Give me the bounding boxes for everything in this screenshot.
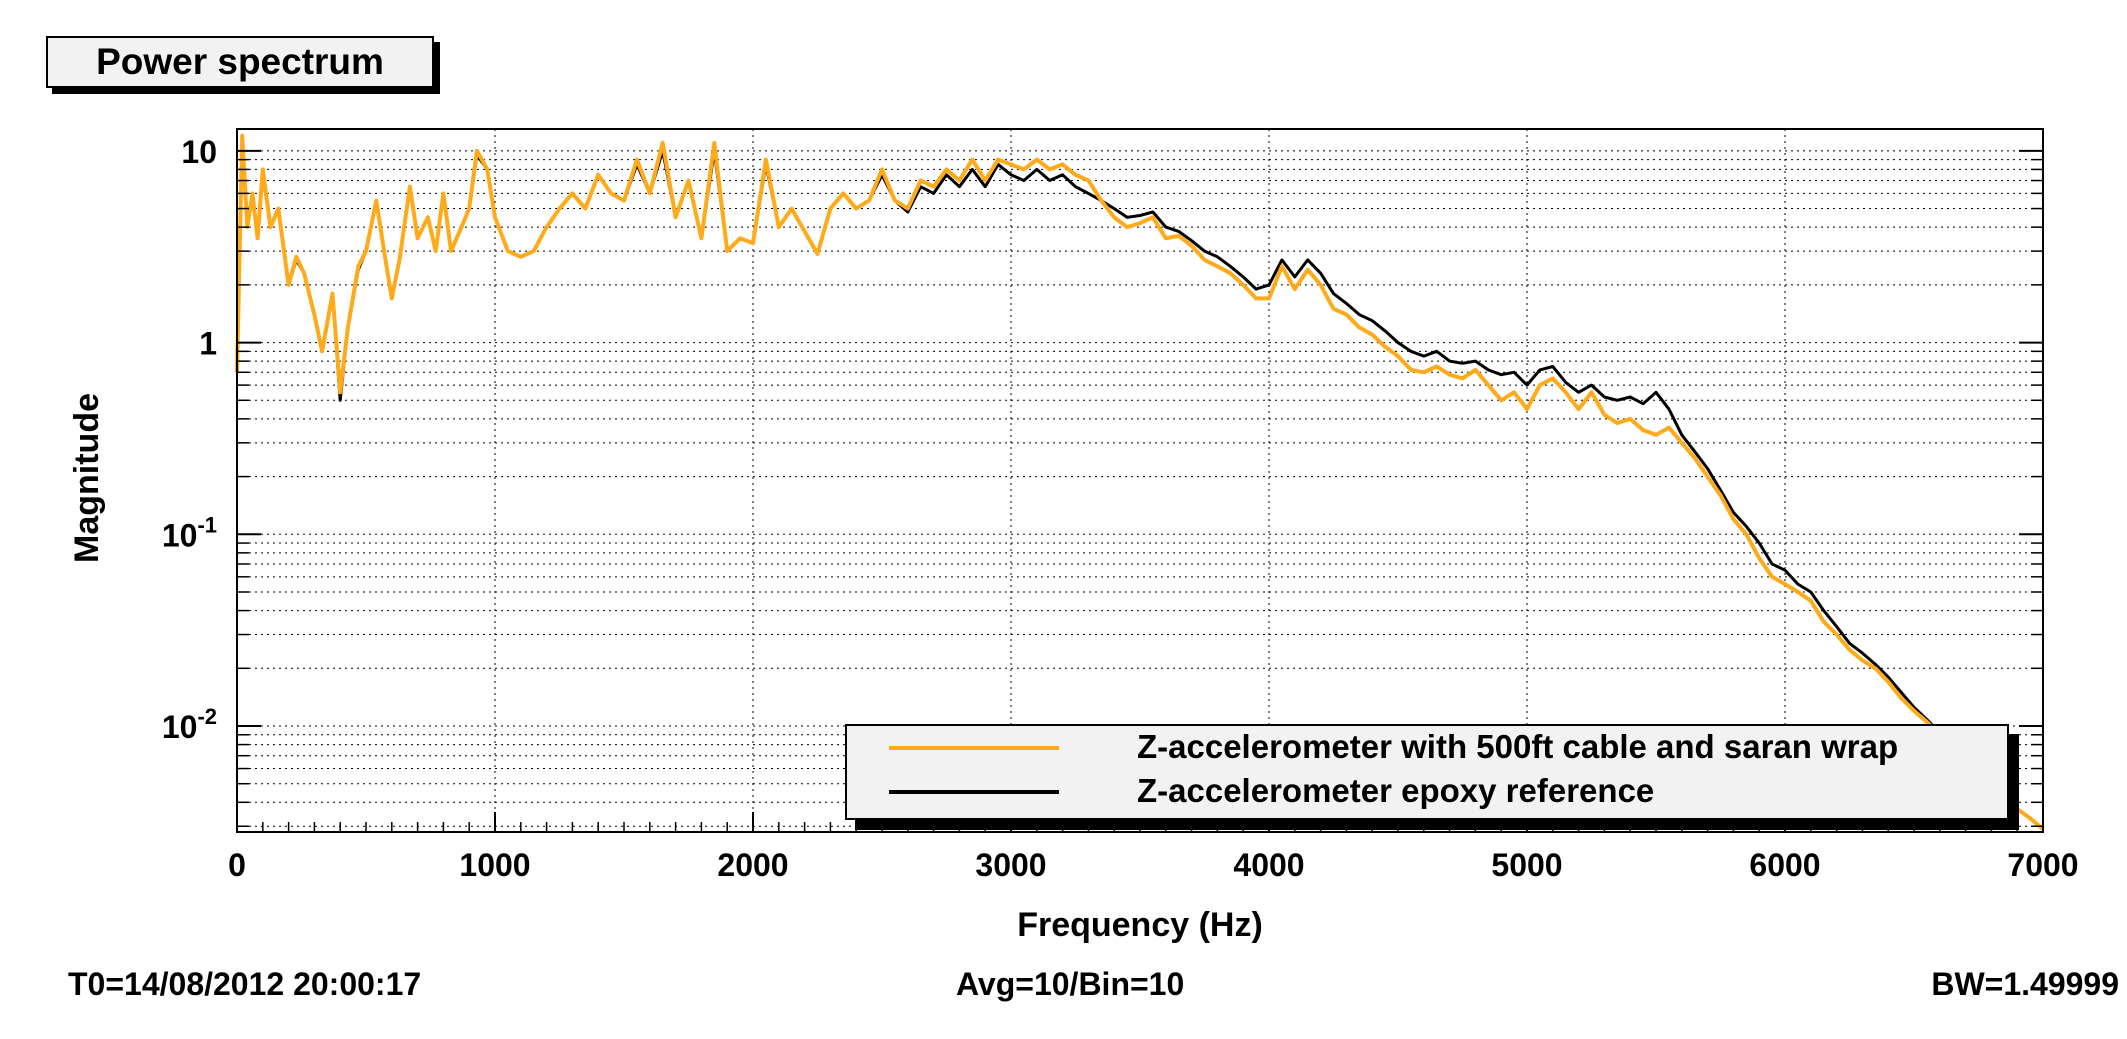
y-tick-label: 10-1: [162, 512, 217, 553]
x-tick-label: 7000: [2007, 847, 2078, 883]
legend-label: Z-accelerometer with 500ft cable and sar…: [1137, 728, 1899, 765]
legend-label: Z-accelerometer epoxy reference: [1137, 772, 1655, 809]
legend-swatch: [889, 790, 1059, 794]
x-tick-label: 3000: [975, 847, 1046, 883]
x-tick-label: 0: [228, 847, 246, 883]
tick-labels: 0 1000 2000 3000 4000 5000 6000 7000 10-2 10-1 1 10: [162, 134, 2079, 883]
x-tick-label: 6000: [1749, 847, 1820, 883]
chart-title-box: Power spectrum: [46, 36, 434, 88]
y-axis-label: Magnitude: [68, 393, 106, 563]
legend: Z-accelerometer with 500ft cable and sar…: [845, 724, 2009, 820]
averaging-readout: Avg=10/Bin=10: [956, 966, 1185, 1002]
y-tick-label: 1: [199, 326, 217, 362]
x-axis-label: Frequency (Hz): [1017, 906, 1263, 944]
grid-lines: [237, 129, 2043, 832]
start-time-readout: T0=14/08/2012 20:00:17: [68, 966, 422, 1002]
bandwidth-readout: BW=1.49999: [1931, 966, 2119, 1002]
series-layer: [235, 133, 2045, 831]
x-tick-label: 1000: [459, 847, 530, 883]
tick-marks: [236, 149, 2044, 832]
x-tick-label: 5000: [1491, 847, 1562, 883]
legend-entry: Z-accelerometer epoxy reference: [847, 770, 2007, 814]
y-tick-label: 10-2: [162, 704, 217, 745]
y-tick-label: 10: [181, 134, 217, 170]
series-line-0: [235, 133, 2045, 831]
chart-title: Power spectrum: [96, 41, 384, 82]
x-tick-label: 2000: [717, 847, 788, 883]
legend-entry: Z-accelerometer with 500ft cable and sar…: [847, 726, 2007, 770]
legend-swatch: [889, 746, 1059, 750]
x-tick-label: 4000: [1233, 847, 1304, 883]
